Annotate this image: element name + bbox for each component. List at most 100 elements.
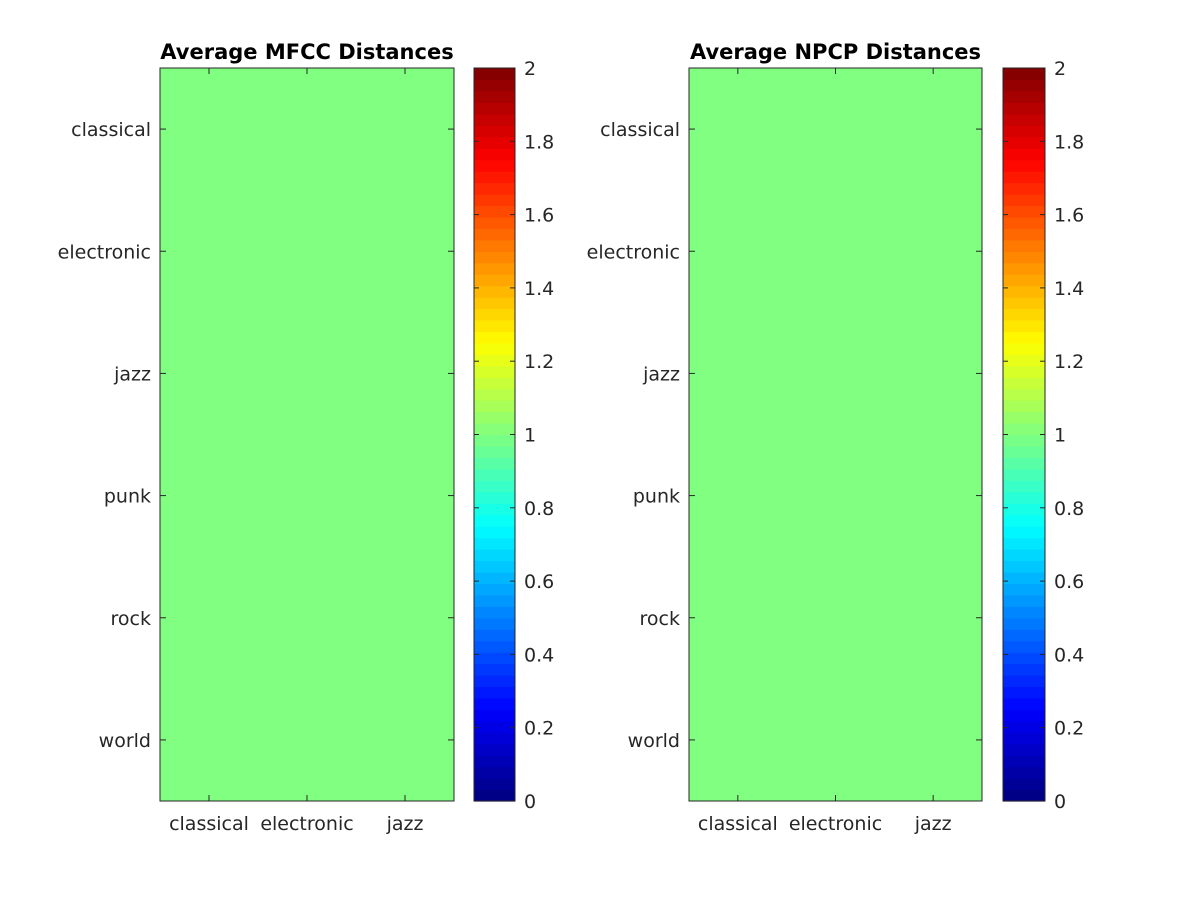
colorbar-band bbox=[474, 68, 515, 81]
heatmap-cell bbox=[884, 190, 983, 313]
colorbar-band bbox=[1003, 171, 1045, 184]
colorbar-tick-label: 1.4 bbox=[524, 278, 554, 300]
colorbar-tick-label: 1.2 bbox=[1054, 351, 1084, 373]
colorbar-band bbox=[474, 319, 515, 333]
colorbar-band bbox=[474, 560, 515, 573]
colorbar-band bbox=[474, 583, 515, 596]
colorbar-tick-label: 1.8 bbox=[524, 131, 554, 153]
colorbar-band bbox=[474, 182, 515, 195]
heatmap-cell bbox=[160, 556, 259, 680]
colorbar-band bbox=[474, 720, 515, 733]
colorbar-band bbox=[474, 377, 515, 390]
x-tick-label: jazz bbox=[386, 813, 424, 835]
colorbar-band bbox=[1003, 342, 1045, 355]
colorbar-band bbox=[1003, 205, 1045, 218]
heatmap-cell bbox=[160, 678, 259, 802]
colorbar-band bbox=[474, 468, 515, 481]
colorbar-tick-label: 1.6 bbox=[524, 205, 554, 227]
colorbar-band bbox=[1003, 468, 1045, 481]
colorbar-band bbox=[1003, 216, 1045, 229]
colorbar-band bbox=[1003, 434, 1045, 447]
heatmap-cell bbox=[160, 312, 259, 435]
colorbar-tick-label: 0 bbox=[524, 791, 536, 813]
colorbar-band bbox=[1003, 594, 1045, 607]
colorbar-band bbox=[1003, 90, 1045, 103]
colorbar-band bbox=[474, 675, 515, 688]
colorbar-band bbox=[1003, 411, 1045, 424]
colorbar-tick-label: 0.6 bbox=[1054, 571, 1084, 593]
colorbar-band bbox=[1003, 491, 1045, 504]
colorbar-band bbox=[474, 480, 515, 493]
colorbar-band bbox=[1003, 617, 1045, 630]
colorbar-band bbox=[474, 113, 515, 126]
heatmap-cell bbox=[689, 678, 788, 802]
heatmap-cell bbox=[160, 434, 259, 558]
colorbar-band bbox=[1003, 68, 1045, 81]
colorbar-band bbox=[474, 537, 515, 550]
colorbar-band bbox=[1003, 136, 1045, 149]
colorbar-band bbox=[1003, 113, 1045, 126]
heatmap-cell bbox=[356, 678, 455, 802]
heatmap-cell bbox=[258, 68, 357, 191]
colorbar-band bbox=[474, 663, 515, 676]
heatmap-cell bbox=[884, 312, 983, 435]
colorbar-band bbox=[474, 434, 515, 447]
colorbar-band bbox=[1003, 789, 1045, 802]
colorbar-tick-label: 1 bbox=[1054, 425, 1066, 447]
colorbar-tick-label: 0.2 bbox=[1054, 718, 1084, 740]
colorbar-band bbox=[1003, 675, 1045, 688]
heatmap-cell bbox=[258, 434, 357, 558]
x-tick-label: jazz bbox=[914, 813, 952, 835]
heatmap-cell bbox=[160, 190, 259, 313]
y-tick-label: electronic bbox=[58, 241, 151, 263]
colorbar-band bbox=[1003, 606, 1045, 619]
colorbar-tick-label: 0 bbox=[1054, 791, 1066, 813]
y-tick-label: world bbox=[99, 730, 151, 752]
colorbar-band bbox=[474, 274, 515, 287]
colorbar-band bbox=[1003, 251, 1045, 264]
colorbar-band bbox=[1003, 526, 1045, 539]
heatmap-panel-1: Average MFCC Distances classical electroni… bbox=[58, 40, 555, 835]
colorbar-band bbox=[474, 205, 515, 218]
colorbar-band bbox=[1003, 537, 1045, 550]
heatmap-cell bbox=[689, 556, 788, 680]
colorbar-band bbox=[1003, 193, 1045, 207]
colorbar-band bbox=[1003, 743, 1045, 756]
colorbar-band bbox=[474, 606, 515, 619]
colorbar-band bbox=[474, 709, 515, 722]
heatmap-cell bbox=[689, 312, 788, 435]
colorbar-band bbox=[1003, 755, 1045, 768]
colorbar-band bbox=[1003, 182, 1045, 195]
colorbar-band bbox=[1003, 549, 1045, 562]
colorbar-band bbox=[474, 388, 515, 401]
heatmap-cell bbox=[786, 68, 885, 191]
colorbar-band bbox=[1003, 354, 1045, 367]
heatmap-cell bbox=[884, 434, 983, 558]
y-tick-label: jazz bbox=[113, 363, 151, 385]
colorbar-tick-label: 0.4 bbox=[1054, 644, 1084, 666]
colorbar-band bbox=[1003, 262, 1045, 275]
colorbar-band bbox=[474, 342, 515, 355]
y-tick-label: rock bbox=[640, 608, 680, 630]
colorbar-band bbox=[474, 640, 515, 653]
colorbar-band bbox=[474, 90, 515, 103]
x-tick-label: electronic bbox=[789, 813, 882, 835]
colorbar-tick-label: 2 bbox=[1054, 58, 1066, 80]
colorbar-band bbox=[1003, 766, 1045, 779]
colorbar-band bbox=[474, 331, 515, 344]
colorbar-band bbox=[474, 445, 515, 459]
colorbar-tick-label: 1.8 bbox=[1054, 131, 1084, 153]
colorbar-band bbox=[474, 457, 515, 470]
colorbar-band bbox=[1003, 388, 1045, 401]
colorbar-band bbox=[1003, 331, 1045, 344]
heatmap-cell bbox=[160, 68, 259, 191]
colorbar-band bbox=[474, 789, 515, 802]
heatmap-cell bbox=[258, 312, 357, 435]
colorbar-band bbox=[474, 491, 515, 504]
colorbar-band bbox=[474, 354, 515, 367]
colorbar-band bbox=[1003, 503, 1045, 516]
colorbar-band bbox=[1003, 571, 1045, 584]
colorbar-band bbox=[1003, 686, 1045, 699]
chart-title: Average NPCP Distances bbox=[690, 40, 981, 64]
colorbar-band bbox=[1003, 377, 1045, 390]
